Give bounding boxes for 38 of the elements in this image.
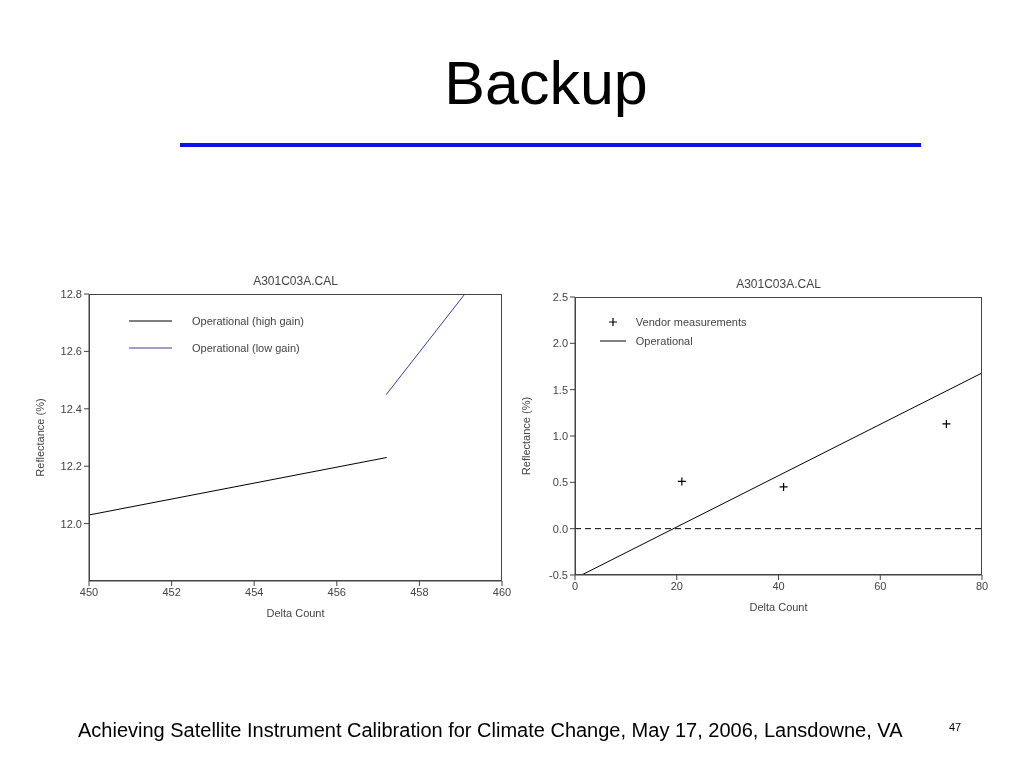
y-tick-label: 2.0 xyxy=(552,337,568,350)
x-axis-title: Delta Count xyxy=(749,601,808,613)
x-tick-label: 0 xyxy=(571,579,579,592)
y-tick-label: 0.0 xyxy=(552,522,568,535)
x-tick-label: 60 xyxy=(874,579,887,592)
x-tick-label: 80 xyxy=(975,579,989,592)
y-tick-label: 12.4 xyxy=(60,402,82,415)
x-tick-label: 454 xyxy=(245,585,264,598)
y-tick-label: 0.5 xyxy=(552,476,568,489)
text: 47 xyxy=(949,721,962,733)
chart-title: A301C03A.CAL xyxy=(735,277,822,291)
x-tick-label: 20 xyxy=(670,579,683,592)
y-tick-label: 12.8 xyxy=(60,287,82,300)
text: Achieving Satellite Instrument Calibration for Climate Change, May 17, 2006, Lansdowne, VA xyxy=(78,719,903,742)
y-axis-title: Reflectance (%) xyxy=(519,396,532,476)
point xyxy=(941,419,951,429)
legend-label: Operational (low gain) xyxy=(192,341,300,354)
legend-label: Vendor measurements xyxy=(635,316,747,329)
point xyxy=(778,482,789,492)
x-tick-label: 460 xyxy=(492,585,512,598)
text: Backup xyxy=(443,48,649,118)
y-tick-label: 1.5 xyxy=(552,383,568,396)
x-tick-label: 452 xyxy=(162,585,181,598)
y-tick-label: 1.0 xyxy=(552,429,568,442)
x-tick-label: 40 xyxy=(772,579,785,592)
y-tick-label: -0.5 xyxy=(549,568,568,581)
x-tick-label: 450 xyxy=(79,585,99,598)
y-tick-label: 12.6 xyxy=(60,345,82,358)
y-tick-label: 12.2 xyxy=(60,460,82,473)
legend-label: Operational (high gain) xyxy=(192,314,304,327)
chart-title: A301C03A.CAL xyxy=(252,274,339,288)
y-axis-title: Reflectance (%) xyxy=(33,398,46,477)
y-tick-label: 12.0 xyxy=(60,517,82,530)
x-axis-title: Delta Count xyxy=(266,607,325,619)
x-tick-label: 458 xyxy=(410,585,429,598)
y-tick-label: 2.5 xyxy=(552,290,568,303)
x-tick-label: 456 xyxy=(327,585,346,598)
legend-label: Operational xyxy=(635,335,693,348)
